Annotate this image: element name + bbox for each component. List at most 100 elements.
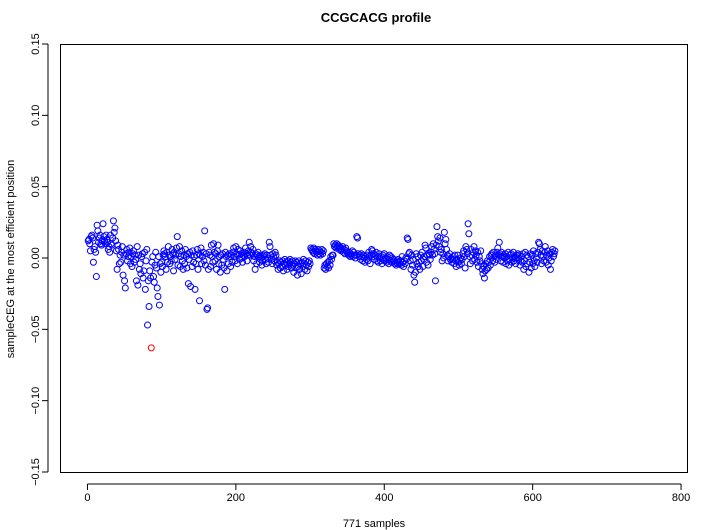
data-point bbox=[117, 258, 125, 266]
data-point bbox=[144, 321, 152, 329]
data-point bbox=[440, 228, 448, 236]
data-point bbox=[251, 265, 259, 273]
data-point bbox=[437, 245, 445, 253]
x-axis: 0 200 400 600 800 bbox=[84, 483, 690, 504]
data-point bbox=[525, 268, 533, 276]
data-point bbox=[418, 248, 426, 256]
data-point bbox=[258, 261, 266, 269]
data-point bbox=[88, 231, 96, 239]
data-point bbox=[196, 297, 203, 305]
data-point bbox=[133, 243, 141, 251]
y-tick-label: 0.15 bbox=[30, 33, 42, 54]
data-point bbox=[125, 248, 133, 256]
data-point bbox=[266, 243, 274, 251]
data-point bbox=[173, 233, 181, 241]
data-point bbox=[111, 224, 119, 232]
data-point bbox=[293, 271, 301, 279]
data-point bbox=[121, 284, 129, 292]
data-point bbox=[465, 230, 473, 238]
data-point bbox=[306, 260, 314, 268]
data-point bbox=[421, 241, 429, 249]
data-point bbox=[411, 278, 419, 286]
plot-frame bbox=[60, 44, 688, 473]
data-point bbox=[128, 263, 136, 271]
data-point bbox=[210, 240, 218, 248]
data-point bbox=[139, 274, 147, 282]
data-point bbox=[551, 247, 559, 255]
data-point bbox=[517, 257, 525, 265]
data-point bbox=[342, 244, 350, 252]
y-tick-label: 0.00 bbox=[30, 247, 42, 268]
data-point bbox=[149, 253, 157, 261]
data-point bbox=[155, 253, 163, 261]
data-point bbox=[457, 260, 465, 268]
data-point bbox=[366, 260, 374, 268]
data-point bbox=[433, 223, 441, 231]
data-point bbox=[197, 244, 205, 252]
data-point bbox=[109, 217, 117, 225]
data-point bbox=[207, 263, 215, 271]
data-point bbox=[480, 274, 488, 282]
data-point bbox=[271, 248, 279, 256]
data-point bbox=[86, 247, 94, 255]
data-point bbox=[329, 251, 337, 259]
data-point bbox=[161, 253, 169, 261]
data-point bbox=[463, 245, 471, 253]
x-tick-label: 0 bbox=[84, 492, 90, 504]
data-point bbox=[239, 258, 247, 266]
data-point bbox=[112, 237, 120, 245]
data-point bbox=[201, 227, 209, 235]
data-point bbox=[527, 264, 535, 272]
data-point bbox=[319, 247, 327, 255]
y-tick-label: 0.05 bbox=[30, 176, 42, 197]
data-point bbox=[442, 235, 450, 243]
data-point-highlight bbox=[147, 344, 155, 352]
data-point bbox=[141, 285, 149, 293]
data-point bbox=[181, 260, 189, 268]
data-point bbox=[136, 260, 144, 268]
data-point bbox=[171, 255, 179, 263]
data-point bbox=[229, 248, 237, 256]
data-point bbox=[194, 265, 202, 273]
data-point bbox=[200, 257, 208, 265]
data-point bbox=[216, 268, 224, 276]
data-point bbox=[495, 238, 503, 246]
data-point bbox=[547, 257, 555, 265]
data-point bbox=[328, 255, 336, 263]
data-point bbox=[483, 265, 491, 273]
data-point bbox=[175, 243, 183, 251]
data-point bbox=[153, 284, 161, 292]
x-tick-label: 400 bbox=[375, 492, 393, 504]
data-point bbox=[115, 260, 123, 268]
y-axis: −0.15 −0.10 −0.05 0.00 0.05 0.10 0.15 bbox=[30, 33, 49, 486]
data-point bbox=[272, 251, 280, 259]
data-point bbox=[318, 245, 326, 253]
x-tick-label: 600 bbox=[523, 492, 541, 504]
data-point bbox=[546, 265, 554, 273]
data-point bbox=[191, 285, 199, 293]
data-point bbox=[419, 263, 427, 271]
data-point bbox=[464, 220, 472, 228]
data-point bbox=[431, 277, 439, 285]
data-point bbox=[183, 264, 191, 272]
data-point bbox=[403, 255, 411, 263]
data-point bbox=[162, 265, 170, 273]
x-tick-label: 800 bbox=[672, 492, 690, 504]
data-point bbox=[223, 267, 231, 275]
data-points bbox=[84, 217, 559, 352]
data-point bbox=[89, 258, 97, 266]
y-axis-label: sampleCEG at the most efficient position bbox=[5, 160, 17, 359]
data-point bbox=[279, 267, 287, 275]
data-point bbox=[114, 241, 122, 249]
data-point bbox=[167, 257, 175, 265]
y-tick-label: −0.15 bbox=[30, 458, 42, 486]
data-point bbox=[143, 245, 151, 253]
data-point bbox=[86, 240, 94, 248]
data-point bbox=[492, 255, 500, 263]
data-point bbox=[102, 231, 110, 239]
data-point bbox=[303, 267, 311, 275]
data-point bbox=[178, 247, 186, 255]
data-point bbox=[145, 303, 153, 311]
data-point bbox=[146, 267, 154, 275]
